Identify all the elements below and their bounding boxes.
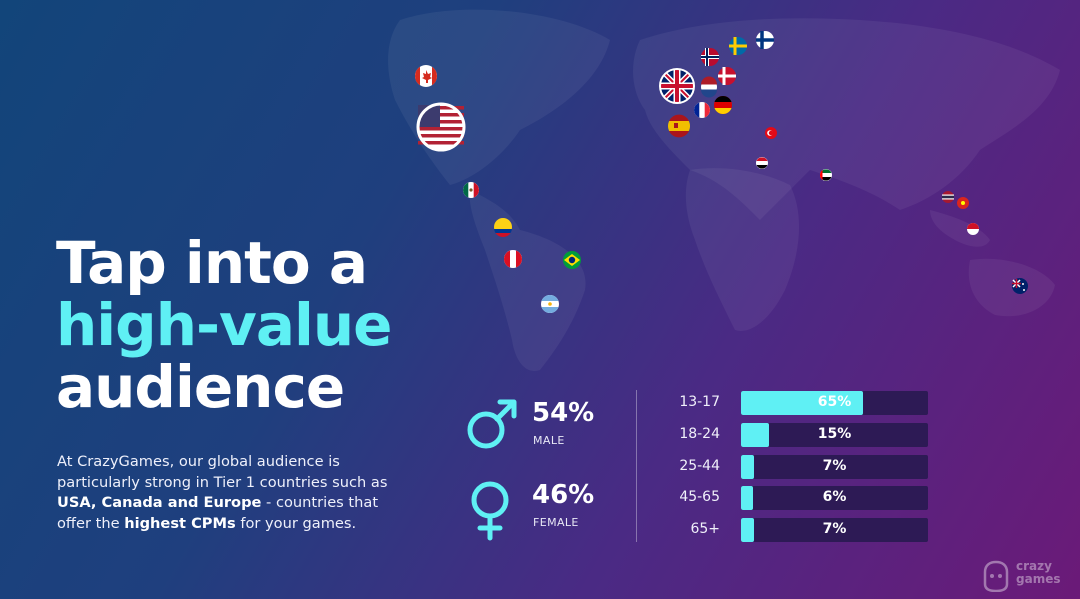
age-row: 25-44 7% [660, 455, 930, 479]
age-label: 65+ [690, 521, 720, 537]
headline-line-3: audience [56, 353, 345, 421]
crazygames-logo: crazy games [981, 560, 1071, 594]
flag-argentina-icon [541, 294, 559, 314]
flag-mexico-icon [463, 182, 479, 198]
age-value: 7% [822, 521, 847, 537]
female-symbol-icon [471, 481, 509, 541]
age-bar-track [741, 518, 928, 542]
flag-norway-icon [701, 48, 719, 66]
gender-male: 54% MALE [464, 398, 634, 468]
age-bar-fill [741, 455, 755, 479]
flag-thailand-icon [942, 191, 954, 203]
logo-wordmark: crazy games [1016, 559, 1061, 586]
age-row: 13-17 65% [660, 391, 930, 415]
headline-line-2-accent: high-value [56, 291, 393, 359]
description-text: At CrazyGames, our global audience is pa… [57, 453, 388, 532]
flag-uae-icon [819, 169, 832, 181]
crazygames-mascot-icon [983, 560, 1009, 593]
age-value: 6% [822, 489, 847, 505]
flag-usa-icon [416, 102, 466, 152]
age-row: 65+ 7% [660, 518, 930, 542]
flag-france-icon [694, 102, 710, 118]
age-value: 7% [822, 458, 847, 474]
age-row: 45-65 6% [660, 486, 930, 510]
male-label: MALE [533, 434, 565, 447]
headline: Tap into a high-value audience [56, 229, 393, 421]
age-bar-track [741, 423, 928, 447]
flag-vietnam-icon [957, 197, 969, 209]
male-symbol-icon [467, 399, 517, 449]
headline-line-1: Tap into a [56, 229, 368, 297]
age-row: 18-24 15% [660, 423, 930, 447]
flag-finland-icon [756, 31, 774, 49]
age-bar-fill [741, 518, 755, 542]
flag-turkey-icon [765, 127, 777, 139]
flag-australia-icon [1012, 278, 1028, 294]
age-bar-track [741, 486, 928, 510]
section-divider [636, 390, 637, 542]
flag-spain-icon [668, 114, 690, 138]
age-bar-fill [741, 486, 753, 510]
age-label: 13-17 [679, 394, 720, 410]
flag-sweden-icon [729, 37, 747, 55]
flag-netherlands-icon [701, 76, 717, 98]
age-label: 25-44 [679, 458, 720, 474]
age-value: 65% [817, 394, 852, 410]
age-bar-track [741, 391, 928, 415]
description-highlight-regions: USA, Canada and Europe [57, 494, 262, 511]
flag-germany-icon [714, 95, 732, 115]
age-bar-fill [741, 423, 770, 447]
female-label: FEMALE [533, 516, 579, 529]
age-bar-track [741, 455, 928, 479]
age-bar-fill [741, 391, 863, 415]
female-percent: 46% [532, 480, 595, 510]
age-label: 45-65 [679, 489, 720, 505]
flag-colombia-icon [494, 218, 512, 238]
flag-indonesia-icon [967, 223, 979, 235]
age-label: 18-24 [679, 426, 720, 442]
flag-uk-icon [659, 68, 695, 104]
flag-canada-icon [414, 65, 438, 87]
flag-peru-icon [503, 250, 522, 268]
male-percent: 54% [532, 398, 595, 428]
flag-brazil-icon [563, 251, 581, 269]
age-value: 15% [817, 426, 852, 442]
description-highlight-cpm: highest CPMs [124, 514, 236, 532]
flag-denmark-icon [718, 67, 736, 85]
flag-egypt-icon [756, 157, 768, 169]
gender-female: 46% FEMALE [464, 480, 634, 550]
